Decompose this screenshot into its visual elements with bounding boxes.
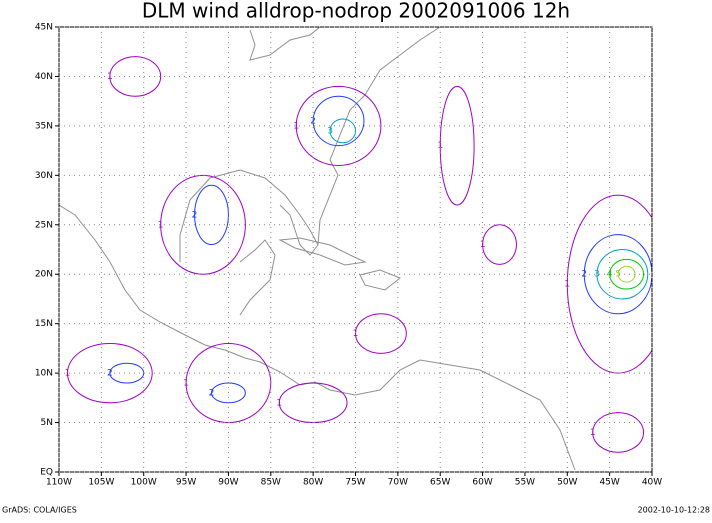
contour-label: 2	[310, 116, 316, 126]
coastline	[278, 237, 367, 266]
y-tick-label: 30N	[35, 171, 53, 181]
y-tick-label: 45N	[35, 23, 53, 33]
contour-label: 1	[183, 379, 189, 389]
contour-label: 3	[594, 270, 600, 280]
footer-left: GrADS: COLA/IGES	[2, 506, 77, 515]
y-tick-label: 40N	[35, 72, 53, 82]
contour-line	[482, 224, 517, 265]
coastline	[249, 27, 321, 61]
map-title: DLM wind alldrop-nodrop 2002091006 12h	[142, 0, 570, 23]
x-tick-label: 40W	[642, 478, 662, 488]
x-tick-label: 45W	[599, 478, 619, 488]
coastlines	[59, 27, 576, 471]
contour-label: 2	[192, 210, 198, 220]
contour-line	[66, 342, 153, 404]
contour-label: 3	[327, 126, 333, 136]
contour-line	[194, 184, 229, 246]
contour-label: 1	[437, 141, 443, 151]
x-tick-label: 95W	[176, 478, 196, 488]
contour-line	[355, 313, 407, 354]
contour-label: 1	[65, 369, 71, 379]
y-tick-label: 10N	[35, 369, 53, 379]
contour-line	[160, 174, 246, 275]
x-tick-label: 70W	[388, 478, 408, 488]
y-tick-label: 5N	[41, 418, 53, 428]
contour-label: 1	[590, 428, 596, 438]
x-tick-label: 80W	[303, 478, 323, 488]
contour-label: 1	[158, 220, 164, 230]
contour-label: 2	[209, 388, 215, 398]
contour-line	[566, 194, 652, 374]
coastline	[317, 27, 441, 246]
x-tick-label: 90W	[218, 478, 238, 488]
contour-line	[109, 56, 162, 97]
y-tick-label: 15N	[35, 319, 53, 329]
contour-label: 1	[276, 398, 282, 408]
x-tick-label: 55W	[515, 478, 535, 488]
contour-line	[295, 85, 382, 166]
coastline	[179, 169, 319, 262]
contour-label: 1	[293, 121, 299, 131]
contour-line	[617, 265, 636, 283]
contour-label: 1	[480, 240, 486, 250]
contour-line	[329, 118, 356, 144]
contour-label: 1	[353, 329, 359, 339]
x-tick-label: 75W	[345, 478, 365, 488]
contour-line	[596, 249, 649, 300]
contour-label: 1	[564, 280, 570, 290]
contour-line	[439, 85, 475, 206]
x-tick-label: 100W	[131, 478, 157, 488]
x-tick-label: 65W	[430, 478, 450, 488]
footer-right: 2002-10-10-12:28	[638, 506, 710, 515]
y-tick-label: 35N	[35, 121, 53, 131]
coastline	[239, 239, 276, 316]
contour-label: 5	[615, 270, 621, 280]
coastline	[359, 269, 401, 291]
x-tick-label: 85W	[261, 478, 281, 488]
y-tick-label: EQ	[40, 468, 53, 478]
x-tick-label: 110W	[46, 478, 72, 488]
coastline	[59, 204, 576, 471]
contour-line	[312, 95, 365, 147]
contour-line	[592, 412, 645, 453]
x-tick-label: 60W	[472, 478, 492, 488]
y-tick-label: 25N	[35, 220, 53, 230]
x-tick-label: 50W	[557, 478, 577, 488]
y-tick-label: 20N	[35, 270, 53, 280]
x-tick-label: 105W	[88, 478, 114, 488]
